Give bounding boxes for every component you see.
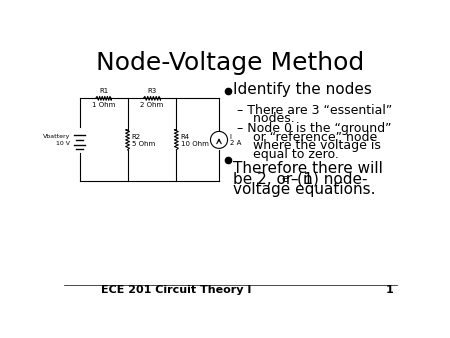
Text: – There are 3 “essential”: – There are 3 “essential” [237,104,392,117]
Text: Identify the nodes: Identify the nodes [233,82,372,97]
Text: Node-Voltage Method: Node-Voltage Method [96,51,365,75]
Text: Vbattery: Vbattery [43,134,70,139]
Text: 1 Ohm: 1 Ohm [92,102,115,108]
Text: Therefore there will: Therefore there will [233,161,383,176]
Text: 10 Ohm: 10 Ohm [180,141,208,147]
Text: R4: R4 [180,134,190,140]
Text: voltage equations.: voltage equations. [233,182,375,197]
Text: 10 V: 10 V [56,141,70,146]
Text: R3: R3 [147,88,157,94]
Text: I: I [230,134,232,140]
Text: 2 A: 2 A [230,140,241,146]
Text: ECE 201 Circuit Theory I: ECE 201 Circuit Theory I [101,285,252,295]
Text: be 2, or (n: be 2, or (n [233,171,313,187]
Text: 2 Ohm: 2 Ohm [140,102,164,108]
Text: or “reference” node: or “reference” node [237,131,377,144]
Text: – Node 0 is the “ground”: – Node 0 is the “ground” [237,122,392,135]
Text: 5 Ohm: 5 Ohm [132,141,155,147]
Text: equal to zero.: equal to zero. [237,148,339,161]
Text: R1: R1 [99,88,108,94]
Text: where the voltage is: where the voltage is [237,139,381,152]
Text: R2: R2 [132,134,141,140]
Text: 1: 1 [386,285,393,295]
Text: nodes.: nodes. [237,112,295,125]
Text: – 1) node-: – 1) node- [287,171,368,187]
Text: e: e [281,174,288,184]
